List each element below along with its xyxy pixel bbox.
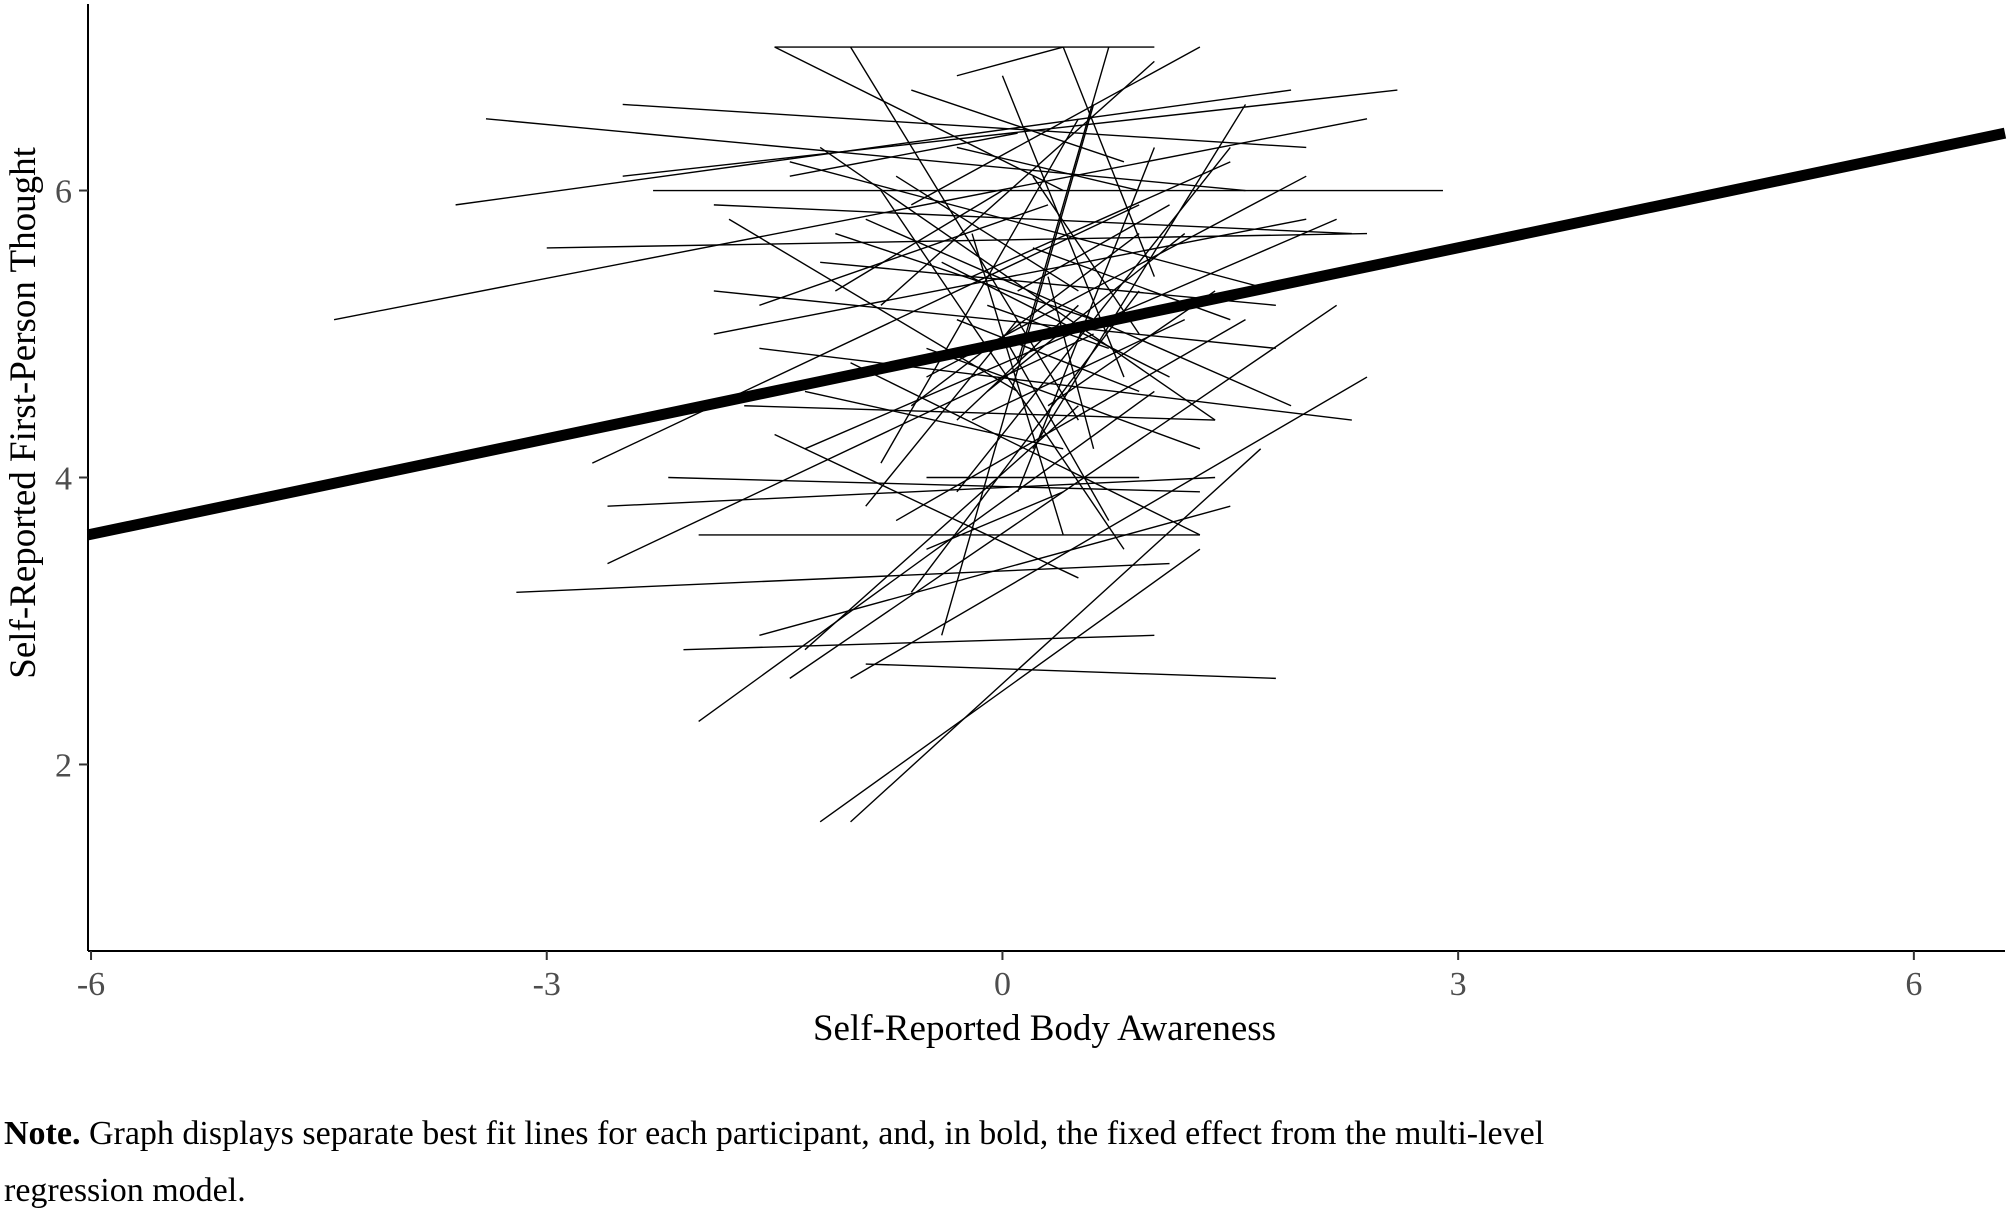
participant-line [1017,204,1170,292]
participant-line [1016,46,1110,363]
participant-line [607,476,1216,507]
participant-line [683,634,1155,651]
participant-line [789,161,1277,292]
participant-line [926,347,1201,450]
y-tick-label: 2 [55,747,72,784]
participant-line [789,132,1018,177]
participant-line [971,233,1064,536]
participant-line [713,204,1352,235]
participant-line [713,290,1276,350]
participant-line [668,476,1200,493]
x-tick-label: -6 [77,966,105,1003]
participant-line [926,491,1064,550]
participant-line [865,218,1292,407]
participant-line [850,448,1262,823]
participant-line [971,319,1186,421]
participant-line [759,505,1231,637]
participant-line [485,118,1246,192]
participant-line [622,89,1398,177]
participant-line [910,290,1140,593]
participant-line [333,118,1368,321]
y-axis-title: Self-Reported First-Person Thought [3,146,44,678]
participant-line [956,319,1140,393]
participant-line [774,433,1079,579]
x-axis-ticks: -6 -3 0 3 6 [77,951,1922,1003]
participant-line [956,46,1064,77]
participant-line [804,405,1079,651]
x-tick-label: 3 [1450,966,1467,1003]
participant-line [1001,333,1110,521]
participant-line [592,204,1140,464]
participant-line [956,304,1079,421]
participant-line [987,304,1110,350]
x-tick-label: 0 [994,966,1011,1003]
participant-line [865,663,1276,680]
note-label: Note. [4,1115,81,1152]
note-text: Graph displays separate best fit lines f… [4,1115,1545,1209]
participant-line [880,60,1155,306]
participant-line [744,405,1216,421]
participant-line [1032,104,1247,450]
participant-line [834,189,1003,292]
fixed-effect-line [86,127,2007,541]
participant-line [759,347,1352,421]
participant-line [880,118,1080,464]
participant-line [516,562,1170,593]
participant-line [804,390,1064,450]
participant-line [713,218,1307,335]
participant-line [880,190,1125,550]
participant-line [622,103,1307,149]
x-axis-title: Self-Reported Body Awareness [813,1008,1276,1049]
participant-line [835,232,1094,321]
participant-line [759,204,1049,306]
y-tick-label: 4 [55,461,72,498]
participant-line [895,175,1079,292]
participant-line [607,333,1094,565]
participant-line [910,46,1201,206]
participant-line [850,362,1201,536]
participant-line [1016,147,1156,493]
x-tick-label: -3 [533,966,561,1003]
participant-line [911,89,1125,163]
chart-plot: -6 -3 0 3 6 2 4 6 Self-Reported Body Awareness… [3,4,2007,1049]
participant-line [546,232,1368,249]
participant-line [1047,276,1095,449]
participant-line [819,548,1201,823]
participant-line [1062,46,1156,277]
participant-line [455,89,1292,206]
participant-line [728,218,1018,393]
figure-note: Note. Graph displays separate best fit l… [4,1105,1564,1219]
participant-lines [333,46,1443,823]
participant-line [971,161,1231,278]
participant-line [1032,175,1140,335]
participant-line [774,46,1064,192]
y-tick-label: 6 [55,174,72,211]
x-tick-label: 6 [1905,966,1922,1003]
participant-line [941,104,1095,636]
participant-line [910,233,1140,407]
y-axis-ticks: 2 4 6 [55,174,88,784]
participant-line [956,146,1140,192]
participant-line [895,319,1246,522]
participant-line [698,390,1155,722]
